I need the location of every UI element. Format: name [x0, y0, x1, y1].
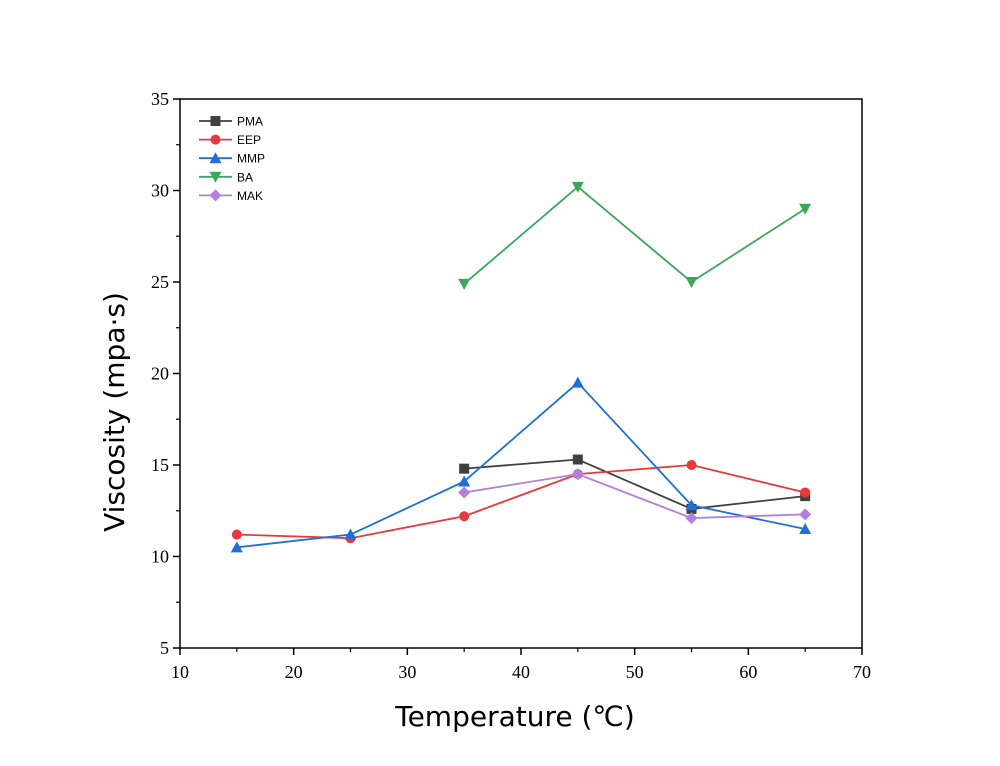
legend-item-eep: EEP	[199, 133, 261, 147]
data-point-eep	[800, 487, 811, 498]
legend-marker-mak	[209, 189, 222, 202]
legend-marker-pma	[210, 116, 221, 126]
data-point-ba	[571, 181, 584, 193]
x-tick-label: 40	[512, 662, 530, 682]
legend-label-eep: EEP	[237, 133, 261, 147]
legend-label-mak: MAK	[237, 189, 263, 203]
x-tick-label: 50	[626, 662, 644, 682]
legend-marker-ba	[209, 171, 222, 183]
data-point-ba	[799, 203, 812, 215]
legend-item-ba: BA	[199, 170, 253, 184]
y-tick-label: 5	[160, 638, 169, 658]
series-line-eep	[236, 464, 806, 540]
series-line-mak	[464, 473, 806, 519]
data-point-mmp	[571, 376, 584, 388]
data-point-mak	[799, 508, 812, 521]
y-tick-label: 30	[151, 181, 169, 201]
x-tick-label: 30	[398, 662, 416, 682]
series-line-pma	[464, 458, 806, 510]
data-point-mak	[685, 512, 698, 525]
data-point-mak	[571, 468, 584, 481]
series-ba	[458, 181, 812, 290]
data-point-pma	[459, 463, 470, 474]
y-tick-label: 15	[151, 455, 169, 475]
legend-label-ba: BA	[237, 170, 253, 184]
y-tick-label: 35	[151, 89, 169, 109]
legend-marker-eep	[210, 134, 221, 145]
data-point-mmp	[799, 523, 812, 535]
legend-item-mmp: MMP	[199, 152, 265, 166]
data-point-eep	[231, 529, 242, 540]
y-tick-label: 10	[151, 547, 169, 567]
legend-item-pma: PMA	[199, 115, 263, 129]
y-tick-label: 25	[151, 272, 169, 292]
plot-marks	[230, 181, 812, 553]
x-tick-label: 20	[285, 662, 303, 682]
data-point-mmp	[230, 541, 243, 553]
data-point-mmp	[344, 528, 357, 540]
x-axis-ticks: 10 20 30 40 50 60 70	[171, 648, 871, 682]
data-point-eep	[686, 460, 697, 470]
legend-label-pma: PMA	[237, 115, 263, 129]
series-mak	[458, 468, 812, 525]
series-line-mmp	[236, 381, 806, 549]
data-point-mmp	[458, 475, 471, 487]
x-axis-title: Temperature (℃)	[394, 700, 635, 733]
series-mmp	[230, 376, 812, 553]
data-point-ba	[458, 278, 471, 290]
x-tick-label: 70	[853, 662, 871, 682]
x-tick-label: 10	[171, 662, 189, 682]
series-eep	[231, 460, 811, 544]
legend: PMA EEP MMP BA MAK	[199, 115, 265, 203]
data-point-mmp	[685, 499, 698, 511]
legend-marker-mmp	[209, 152, 222, 164]
data-point-mak	[458, 486, 471, 499]
plot-frame	[179, 98, 863, 649]
legend-label-mmp: MMP	[237, 152, 265, 166]
data-point-pma	[572, 454, 583, 465]
y-axis-title: Viscosity (mpa·s)	[98, 292, 131, 532]
series-line-ba	[463, 185, 806, 285]
data-point-eep	[459, 511, 470, 522]
data-point-ba	[685, 277, 698, 288]
legend-item-mak: MAK	[199, 189, 263, 203]
x-tick-label: 60	[739, 662, 757, 682]
y-tick-label: 20	[151, 364, 169, 384]
y-axis-ticks: 5 10 15 20 25 30 35	[151, 89, 180, 658]
